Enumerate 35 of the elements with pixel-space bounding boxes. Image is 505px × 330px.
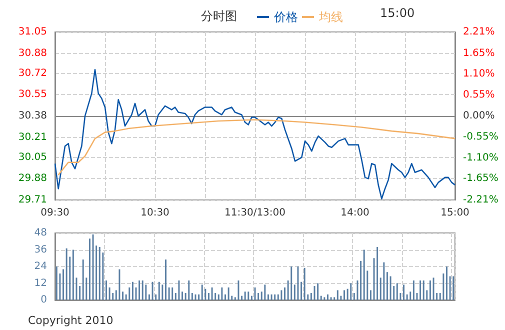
legend-label: 均线 bbox=[318, 10, 343, 24]
y-tick-label: 48 bbox=[34, 228, 47, 238]
y2-tick-label: 1.65% bbox=[463, 48, 495, 59]
y-tick-label: 36 bbox=[34, 244, 47, 256]
line-series bbox=[58, 119, 456, 176]
text: 15:00 bbox=[380, 6, 415, 20]
y-tick-label: 30.88 bbox=[18, 48, 47, 59]
y-tick-label: 29.88 bbox=[18, 173, 47, 184]
chart-title: 分时图 bbox=[201, 9, 237, 23]
text: Copyright 2010 bbox=[28, 314, 114, 327]
y-tick-label: 30.05 bbox=[18, 152, 47, 163]
y-tick-label: 30.72 bbox=[18, 68, 47, 79]
y-tick-label: 0 bbox=[40, 294, 47, 306]
x-tick-label: 11:30/13:00 bbox=[224, 208, 286, 218]
y2-tick-label: -2.21% bbox=[463, 194, 498, 206]
y2-tick-label: -0.55% bbox=[463, 131, 498, 142]
y2-tick-label: 0.00% bbox=[463, 110, 495, 122]
y-tick-label: 30.21 bbox=[18, 132, 47, 143]
y2-tick-label: -1.65% bbox=[463, 173, 498, 184]
y-tick-label: 24 bbox=[34, 261, 47, 272]
x-tick-label: 10:30 bbox=[140, 208, 170, 218]
y-tick-label: 29.71 bbox=[18, 194, 47, 206]
y-tick-label: 12 bbox=[34, 278, 47, 289]
y-tick-label: 30.55 bbox=[18, 89, 47, 100]
y2-tick-label: 1.10% bbox=[463, 68, 495, 80]
x-tick-label: 09:30 bbox=[40, 208, 70, 218]
legend-label: 价格 bbox=[273, 10, 298, 24]
y2-tick-label: -1.10% bbox=[463, 152, 498, 164]
x-tick-label: 14:00 bbox=[340, 208, 370, 218]
line-series bbox=[54, 68, 456, 200]
y2-tick-label: 0.55% bbox=[463, 90, 495, 101]
y-tick-label: 30.38 bbox=[18, 110, 47, 122]
y-tick-label: 31.05 bbox=[18, 26, 47, 38]
y2-tick-label: 2.21% bbox=[463, 26, 495, 38]
x-tick-label: 15:00 bbox=[440, 208, 470, 218]
